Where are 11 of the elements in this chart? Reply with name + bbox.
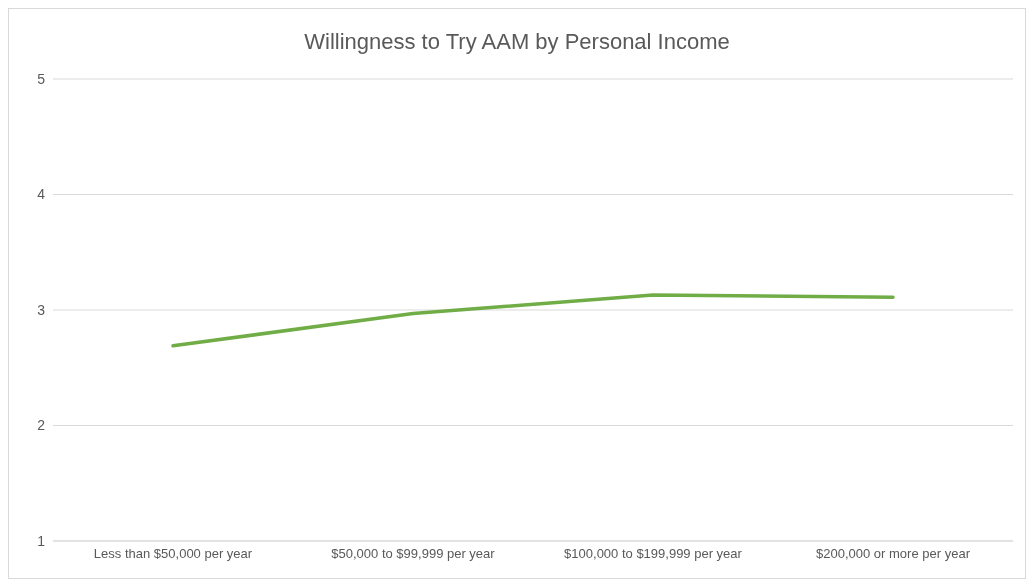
- y-tick-label: 1: [37, 532, 46, 549]
- y-tick-label: 3: [37, 301, 46, 318]
- line-series: [171, 293, 895, 348]
- chart-title: Willingness to Try AAM by Personal Income: [303, 28, 731, 56]
- y-tick-label: 4: [37, 186, 46, 203]
- x-tick-label: $100,000 to $199,999 per year: [564, 546, 743, 562]
- y-tick-label: 2: [37, 417, 46, 434]
- y-tick-label: 5: [37, 70, 46, 87]
- x-tick-label: $50,000 to $99,999 per year: [331, 546, 496, 562]
- x-tick-label: Less than $50,000 per year: [93, 546, 253, 562]
- x-tick-label: $200,000 or more per year: [816, 546, 971, 562]
